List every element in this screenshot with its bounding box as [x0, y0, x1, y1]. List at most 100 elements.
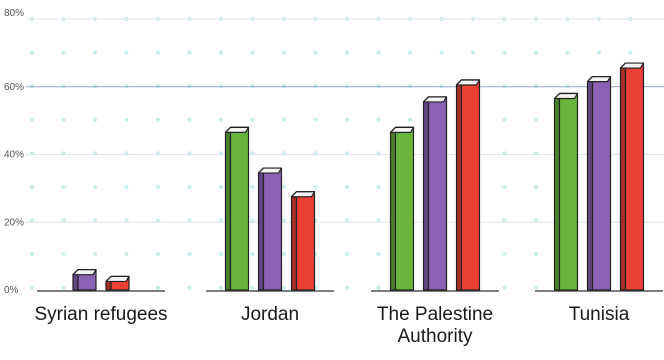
- grid-dot: [376, 252, 381, 257]
- y-tick-label: 20%: [4, 217, 24, 228]
- grid-dot: [92, 84, 98, 89]
- bar: [224, 126, 250, 291]
- grid-dot: [533, 50, 539, 55]
- bar: [455, 79, 481, 291]
- grid-dot: [533, 218, 539, 223]
- grid-dot: [313, 117, 318, 122]
- grid-dot: [155, 84, 161, 89]
- grid-dot: [124, 252, 129, 257]
- grid-dot: [29, 285, 35, 290]
- grid-dot: [61, 285, 66, 290]
- bar: [586, 75, 612, 291]
- bar: [422, 96, 448, 291]
- grid-dot: [155, 252, 161, 257]
- grid-dot: [407, 50, 413, 55]
- grid-dot: [376, 184, 381, 190]
- grid-dot: [187, 218, 192, 223]
- grid-dot: [155, 218, 161, 223]
- grid-dot: [61, 84, 66, 89]
- grid-dot: [155, 285, 161, 290]
- y-tick-label: 40%: [4, 150, 24, 161]
- x-axis-labels: Syrian refugees Jordan The Palestine Author…: [34, 304, 629, 347]
- grid-dot: [565, 84, 570, 89]
- grid-dot: [155, 50, 161, 55]
- grid-dot: [502, 117, 507, 122]
- grid-dot: [344, 117, 350, 122]
- grid-dot: [533, 84, 539, 89]
- grid-dot: [470, 50, 476, 55]
- grid-dot: [502, 50, 507, 55]
- bar: [257, 167, 283, 291]
- grid-dot: [61, 184, 66, 190]
- grid-dot: [344, 184, 350, 190]
- grid-dot: [250, 252, 255, 257]
- grid-dot: [187, 252, 192, 257]
- grid-dot: [155, 117, 161, 122]
- grid-dot: [61, 117, 66, 122]
- grid-dot: [187, 184, 192, 190]
- grid-dot: [124, 218, 129, 223]
- grid-dot: [502, 285, 507, 290]
- grid-dot: [344, 218, 350, 223]
- grid-dot: [218, 84, 224, 89]
- y-tick-label: 60%: [4, 82, 24, 93]
- bar: [72, 269, 97, 291]
- y-axis-ticks: 0% 20% 40% 60% 80%: [4, 8, 24, 296]
- grid-dot: [218, 218, 224, 223]
- grid-dot: [187, 50, 192, 55]
- grid-dot: [124, 84, 129, 89]
- grid-dot: [29, 117, 35, 122]
- grid-dot: [533, 117, 539, 122]
- dot-grid: [29, 16, 633, 290]
- grid-dot: [502, 184, 507, 190]
- grid-dot: [502, 252, 507, 257]
- grid-dot: [281, 50, 287, 55]
- grid-dot: [281, 84, 287, 89]
- grid-dot: [533, 285, 539, 290]
- grid-dot: [407, 117, 413, 122]
- grid-dot: [376, 218, 381, 223]
- grid-dot: [439, 50, 444, 55]
- grid-dot: [628, 50, 633, 55]
- bar: [553, 92, 579, 291]
- grid-dot: [124, 50, 129, 55]
- grid-dot: [218, 184, 224, 190]
- grid-dot: [344, 84, 350, 89]
- grid-dot: [29, 252, 35, 257]
- grid-dot: [61, 218, 66, 223]
- y-tick-label: 0%: [4, 285, 19, 296]
- bar: [105, 275, 130, 291]
- grid-dot: [344, 50, 350, 55]
- grid-dot: [250, 50, 255, 55]
- grid-dot: [313, 50, 318, 55]
- grid-dot: [281, 218, 287, 223]
- bar: [389, 126, 415, 291]
- grid-dot: [439, 84, 444, 89]
- grid-dot: [218, 252, 224, 257]
- grid-dot: [502, 84, 507, 89]
- grid-dot: [218, 117, 224, 122]
- grid-dot: [376, 285, 381, 290]
- grid-dot: [344, 285, 350, 290]
- grid-dot: [533, 252, 539, 257]
- grid-dot: [124, 117, 129, 122]
- grid-dot: [596, 50, 602, 55]
- grid-dot: [281, 117, 287, 122]
- grid-dot: [250, 218, 255, 223]
- grid-dot: [502, 218, 507, 223]
- grid-dot: [376, 117, 381, 122]
- grid-dot: [313, 84, 318, 89]
- grid-dot: [250, 84, 255, 89]
- grid-dot: [250, 117, 255, 122]
- grid-dot: [29, 84, 35, 89]
- grid-dot: [281, 252, 287, 257]
- y-tick-label: 80%: [4, 8, 24, 19]
- bar: [290, 191, 316, 291]
- grid-dot: [376, 50, 381, 55]
- grid-dot: [155, 184, 161, 190]
- grid-dot: [124, 184, 129, 190]
- grid-dot: [187, 117, 192, 122]
- grid-dot: [92, 117, 98, 122]
- x-tick-label: Tunisia: [569, 304, 630, 325]
